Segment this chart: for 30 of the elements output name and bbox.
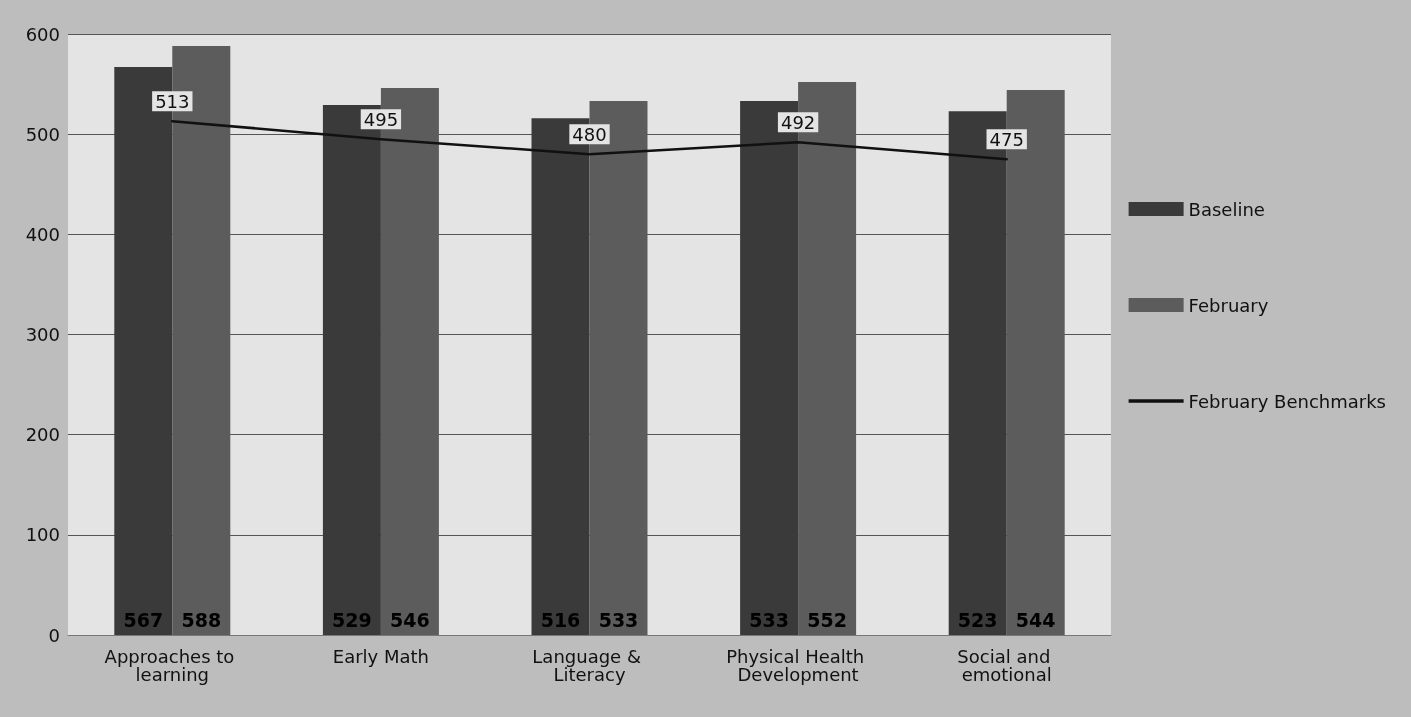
- data-label: 523: [957, 608, 998, 631]
- legend-label: February Benchmarks: [1188, 390, 1387, 412]
- y-tick-label: 400: [25, 223, 60, 245]
- x-tick-label: Physical Health Development: [726, 645, 870, 685]
- y-tick-label: 600: [25, 23, 60, 45]
- x-tick-label: Language & Literacy: [532, 645, 647, 685]
- data-label: 480: [572, 123, 607, 145]
- y-tick-label: 0: [48, 624, 60, 646]
- y-tick-label: 200: [25, 424, 60, 446]
- data-label: 513: [155, 90, 190, 112]
- data-label: 567: [123, 608, 164, 631]
- x-tick-label: Early Math: [332, 645, 430, 667]
- data-label: 529: [332, 608, 372, 631]
- data-label: 546: [390, 608, 430, 631]
- y-tick-label: 100: [25, 524, 60, 546]
- x-tick-label: Approaches to learning: [104, 645, 241, 685]
- legend-label: February: [1188, 294, 1269, 316]
- data-label: 533: [598, 608, 639, 631]
- x-tick-label: Social and emotional: [957, 645, 1057, 685]
- legend-label: Baseline: [1188, 198, 1265, 220]
- data-label: 492: [780, 111, 816, 133]
- y-tick-label: 300: [25, 324, 60, 345]
- data-label: 495: [363, 108, 399, 130]
- data-label: 552: [807, 608, 847, 631]
- data-label: 533: [749, 608, 789, 631]
- data-label: 475: [989, 128, 1024, 150]
- data-label: 544: [1015, 608, 1056, 631]
- y-tick-label: 500: [25, 123, 60, 145]
- data-label: 588: [181, 608, 222, 631]
- data-label: 516: [540, 608, 581, 631]
